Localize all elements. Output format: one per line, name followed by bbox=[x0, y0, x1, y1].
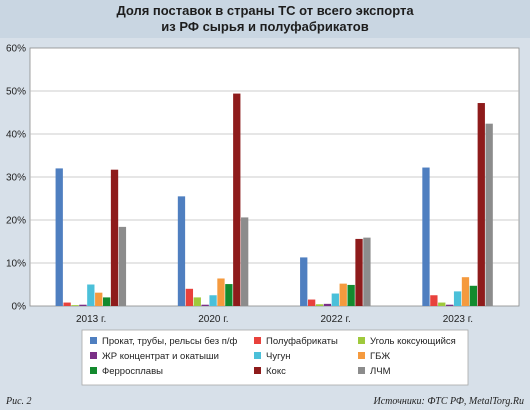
bar bbox=[209, 295, 217, 306]
bar bbox=[323, 303, 332, 306]
legend-label: Прокат, трубы, рельсы без п/ф bbox=[102, 336, 237, 347]
bar bbox=[339, 283, 347, 306]
bar bbox=[430, 295, 438, 306]
bar bbox=[217, 278, 225, 306]
bar bbox=[461, 277, 470, 306]
bar bbox=[79, 304, 87, 306]
x-tick-label: 2020 г. bbox=[198, 314, 228, 325]
legend-label: ЖР концентрат и окатыши bbox=[102, 351, 219, 362]
legend-swatch bbox=[254, 352, 261, 359]
source-note: Источники: ФТС РФ, MetalTorg.Ru bbox=[373, 396, 524, 407]
bar bbox=[110, 169, 119, 306]
x-axis-ticks: 2013 г. 2020 г. 2022 г. 2023 г. bbox=[76, 314, 473, 325]
chart-canvas: 0% 10% 20% 30% 40% 50% 60% 2013 г. 2020 г. 2022 … bbox=[6, 44, 520, 386]
bar bbox=[233, 93, 241, 306]
y-tick-label: 60% bbox=[6, 44, 26, 55]
bar bbox=[331, 293, 339, 306]
bar bbox=[438, 302, 446, 306]
bar bbox=[422, 167, 430, 306]
legend-label: ГБЖ bbox=[370, 351, 390, 362]
bar bbox=[225, 284, 233, 306]
legend-swatch bbox=[254, 337, 261, 344]
y-axis-ticks: 0% 10% 20% 30% 40% 50% 60% bbox=[6, 44, 26, 313]
y-tick-label: 30% bbox=[6, 173, 26, 184]
bar bbox=[453, 291, 462, 306]
bar bbox=[363, 237, 371, 306]
bar bbox=[315, 304, 324, 306]
bar bbox=[241, 217, 249, 306]
bar bbox=[71, 305, 79, 306]
chart-title: Доля поставок в страны ТС от всего экспо… bbox=[116, 3, 414, 34]
bar bbox=[347, 284, 355, 306]
legend-swatch bbox=[358, 337, 365, 344]
bar bbox=[87, 284, 95, 306]
bar bbox=[177, 196, 186, 306]
legend-label: Уголь коксующийся bbox=[370, 336, 456, 347]
legend-label: ЛЧМ bbox=[370, 366, 391, 377]
x-tick-label: 2022 г. bbox=[321, 314, 351, 325]
bar bbox=[185, 288, 194, 306]
y-tick-label: 40% bbox=[6, 130, 26, 141]
x-tick-label: 2013 г. bbox=[76, 314, 106, 325]
legend-swatch bbox=[254, 367, 261, 374]
bars bbox=[55, 93, 493, 307]
legend-label: Полуфабрикаты bbox=[266, 336, 338, 347]
bar bbox=[485, 123, 493, 307]
bar bbox=[469, 285, 478, 306]
bar bbox=[102, 297, 111, 306]
bar bbox=[446, 304, 454, 306]
bar bbox=[193, 297, 201, 306]
bar bbox=[355, 238, 363, 306]
y-tick-label: 20% bbox=[6, 216, 26, 227]
legend-swatch bbox=[90, 352, 97, 359]
legend-box bbox=[81, 329, 469, 386]
bar bbox=[55, 168, 63, 306]
y-tick-label: 0% bbox=[12, 302, 27, 313]
figure-label: Рис. 2 bbox=[6, 396, 32, 407]
x-tick-label: 2023 г. bbox=[443, 314, 473, 325]
bar bbox=[63, 302, 71, 306]
legend: Прокат, трубы, рельсы без п/ф Полуфабрика… bbox=[90, 336, 456, 377]
bar bbox=[300, 257, 308, 306]
legend-swatch bbox=[358, 352, 365, 359]
bar bbox=[201, 304, 209, 306]
legend-label: Кокс bbox=[266, 366, 286, 377]
bar bbox=[95, 292, 103, 306]
legend-swatch bbox=[90, 337, 97, 344]
legend-swatch bbox=[358, 367, 365, 374]
y-tick-label: 50% bbox=[6, 87, 26, 98]
legend-label: Чугун bbox=[266, 351, 291, 362]
bar bbox=[477, 103, 485, 306]
legend-swatch bbox=[90, 367, 97, 374]
legend-label: Ферросплавы bbox=[102, 366, 163, 377]
bar bbox=[307, 299, 316, 306]
chart-title-box: Доля поставок в страны ТС от всего экспо… bbox=[0, 0, 530, 38]
bar bbox=[118, 226, 127, 306]
y-tick-label: 10% bbox=[6, 259, 26, 270]
